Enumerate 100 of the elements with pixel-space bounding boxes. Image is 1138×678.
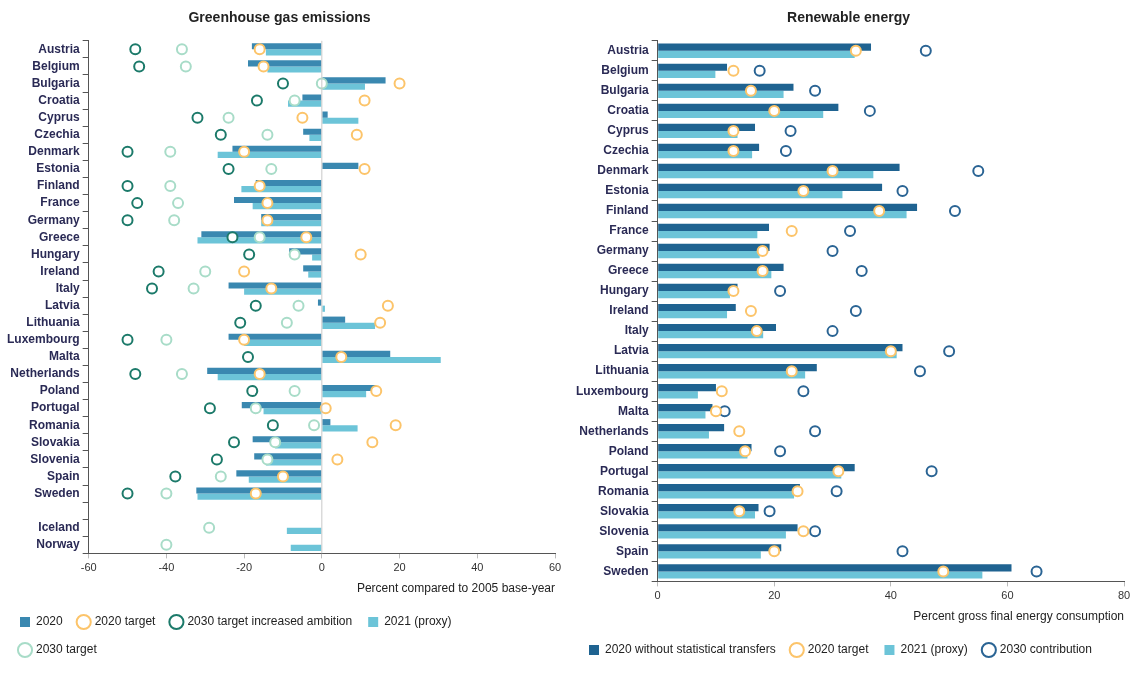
y-tick-label: Croatia [38,92,80,107]
bar [658,564,1012,572]
point [214,128,227,141]
bar [658,311,728,319]
bar [309,134,322,141]
y-tick-label: Estonia [605,183,649,198]
legend-label: 2020 target [807,642,870,657]
y-tick-label: Denmark [28,144,80,159]
y-tick-label: Romania [28,417,80,432]
y-tick-label: Ireland [40,263,80,278]
bar [658,524,798,532]
point [179,60,192,73]
legend-label: 2021 (proxy) [900,642,968,657]
point [774,285,787,298]
point [121,487,134,500]
point [288,94,301,107]
y-tick-label: Italy [55,280,80,295]
bar [196,487,322,494]
bar [658,251,760,259]
point [791,485,804,498]
bar [658,491,795,499]
point [913,365,926,378]
y-tick-label: Austria [38,41,80,56]
point [261,128,274,141]
point [358,94,371,107]
y-tick-label: Luxembourg [7,332,80,347]
x-tick-label: -20 [236,561,253,574]
point [826,245,839,258]
bar [658,43,872,51]
point [238,265,251,278]
bar [322,162,359,169]
point [249,487,262,500]
y-tick-label: Czechia [34,127,80,142]
point [768,545,781,558]
point [763,505,776,518]
bar [658,163,900,171]
bar [658,110,824,119]
point [253,43,266,56]
point [733,505,746,518]
point [809,525,822,538]
point [873,204,886,217]
y-tick-label: Romania [597,483,649,498]
point [335,350,348,363]
bar [658,504,759,512]
bar [267,66,322,73]
bar [286,527,322,534]
point [199,265,212,278]
bar [658,243,770,252]
point [797,385,810,398]
point [393,77,406,90]
bar [322,77,386,84]
bar [658,291,730,299]
bar [228,282,322,289]
point [937,565,950,578]
y-tick-label: Austria [607,43,649,58]
y-tick-label: France [609,223,649,238]
bar [658,263,784,272]
x-tick-label: 80 [1117,589,1131,602]
y-tick-label: Spain [47,468,80,483]
bar [658,471,842,479]
y-tick-label: Estonia [36,161,80,176]
bar [658,351,897,359]
bar [263,408,322,415]
point [276,77,289,90]
legend-label: 2030 contribution [999,642,1092,657]
bar [322,117,359,124]
point [169,470,182,483]
point [784,124,797,137]
bar [658,271,772,279]
point [131,197,144,210]
y-tick-label: Portugal [31,400,80,415]
bar [658,444,752,452]
y-tick-label: Slovenia [599,523,649,538]
point [727,64,740,77]
point [785,225,798,238]
bar [322,356,441,364]
bar [658,464,855,472]
bar [658,323,776,332]
point [832,465,845,478]
bar [658,544,782,552]
point [756,265,769,278]
y-tick-label: Italy [624,323,649,338]
point [925,465,938,478]
y-tick-label: Hungary [30,246,80,261]
y-tick-label: Malta [48,349,80,364]
bar [322,425,358,432]
bar [658,431,709,439]
legend-label: 2030 target increased ambition [187,614,353,629]
y-tick-label: Hungary [599,283,649,298]
y-tick-label: Ireland [609,303,649,318]
bar [658,223,770,232]
point [265,282,278,295]
point [203,402,216,415]
point [257,60,270,73]
point [276,470,289,483]
bar [322,111,328,118]
legend-label: 2020 without statistical transfers [605,642,776,657]
y-tick-label: Belgium [32,58,80,73]
point [172,197,185,210]
point [121,180,134,193]
